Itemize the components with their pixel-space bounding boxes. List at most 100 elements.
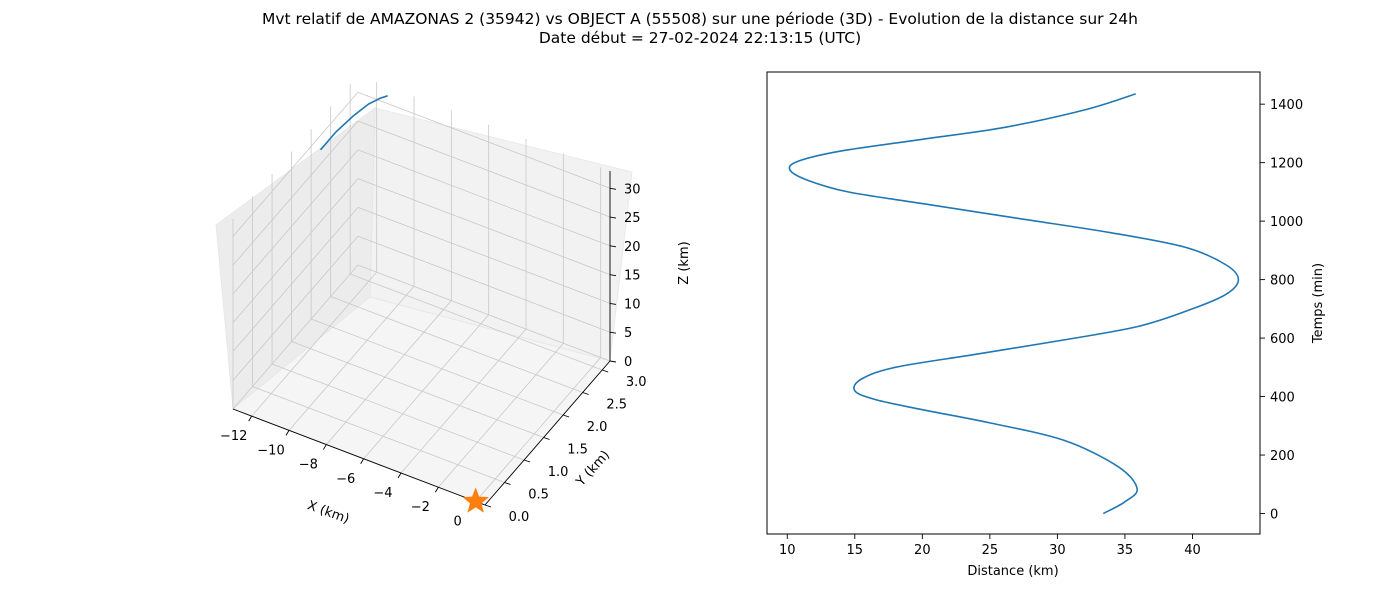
x-tick-3d — [285, 430, 290, 436]
grid-line-y — [350, 273, 603, 371]
y-tick-label-2d: 800 — [1270, 274, 1295, 289]
x-tick-3d — [360, 458, 365, 465]
grid-line-z — [232, 264, 359, 410]
grid-line-x — [438, 342, 564, 488]
data-3d — [319, 95, 489, 513]
z-tick-label-3d: 30 — [624, 182, 641, 197]
grid-line-z — [357, 207, 611, 304]
distance-line — [788, 93, 1240, 515]
z-tick-3d — [609, 274, 617, 277]
y-tick-label-2d: 200 — [1270, 449, 1295, 464]
z-axis-label-3d: Z (km) — [677, 241, 692, 284]
z-tick-3d — [609, 331, 617, 334]
y-tick-label-2d: 600 — [1270, 332, 1295, 347]
y-tick-label-3d: 1.0 — [548, 465, 569, 480]
grid-line-x — [251, 271, 377, 417]
star-marker — [462, 487, 489, 513]
grid-line-y — [252, 386, 505, 483]
y-tick-3d — [602, 369, 609, 373]
x-tick-label-2d: 15 — [847, 543, 864, 558]
y-tick-label-3d: 3.0 — [626, 375, 647, 390]
x-tick-label-2d: 40 — [1184, 543, 1201, 558]
x-tick-label-2d: 20 — [914, 543, 931, 558]
y-tick-label-3d: 0.0 — [509, 510, 530, 525]
z-tick-label-3d: 0 — [624, 355, 632, 370]
grid-line-z — [357, 91, 611, 189]
z-tick-label-3d: 20 — [624, 240, 641, 255]
grid-line-y — [271, 363, 525, 461]
grid-line-x — [475, 357, 601, 502]
chart-3d: −12 −10 −8 −6 −4 −2 0 0.0 0.5 1.0 1.5 2.0 2.5 3.0 0 5 10… — [215, 82, 692, 529]
y-tick-3d — [504, 482, 511, 485]
x-axis-label-3d: X (km) — [305, 498, 351, 527]
grid-line-z — [232, 92, 359, 237]
z-tick-label-3d: 5 — [624, 326, 632, 341]
x-tick-label-2d: 30 — [1049, 543, 1066, 558]
grid-line-z — [357, 264, 611, 362]
grid-line-z — [232, 120, 359, 266]
axes-3d — [232, 171, 611, 506]
grid-line-y — [330, 296, 583, 393]
x-axis-label-2d: Distance (km) — [967, 564, 1058, 579]
z-tick-label-3d: 10 — [624, 297, 641, 312]
plot-area-2d — [766, 71, 1261, 535]
x-tick-3d — [322, 444, 327, 450]
grid-line-z — [232, 235, 359, 381]
y-tick-label-3d: 1.5 — [567, 443, 588, 458]
x-tick-3d — [248, 415, 253, 422]
y-tick-label-2d: 1200 — [1270, 157, 1303, 172]
grid-line-y — [310, 318, 564, 416]
grid-line-x — [400, 328, 527, 474]
x-tick-label-3d: 0 — [454, 514, 462, 529]
figure-title-line2: Date début = 27-02-2024 22:13:15 (UTC) — [538, 29, 862, 47]
ticks-3d: −12 −10 −8 −6 −4 −2 0 0.0 0.5 1.0 1.5 2.0 2.5 3.0 0 5 10… — [220, 182, 647, 529]
grid-line-z — [232, 178, 359, 323]
z-tick-3d — [609, 216, 617, 219]
grid-line-z — [232, 149, 359, 295]
x-tick-label-3d: −4 — [373, 486, 392, 501]
x-tick-label-2d: 10 — [779, 543, 796, 558]
x-tick-3d — [434, 486, 439, 493]
grid-line-x — [288, 286, 415, 431]
y-tick-label-2d: 400 — [1270, 391, 1295, 406]
figure-title: Mvt relatif de AMAZONAS 2 (35942) vs OBJ… — [0, 10, 1400, 48]
y-tick-label-2d: 1400 — [1270, 98, 1303, 113]
grid-line-y — [291, 341, 544, 438]
grid-line-x — [363, 314, 489, 460]
y-tick-label-3d: 2.0 — [587, 420, 608, 435]
grid-line-z — [232, 207, 359, 352]
trajectory-line — [319, 95, 388, 151]
x-tick-label-3d: −8 — [299, 458, 318, 473]
y-tick-3d — [543, 437, 550, 440]
y-tick-3d — [484, 504, 492, 508]
z-tick-3d — [609, 302, 617, 305]
grid-line-x — [326, 300, 452, 445]
y-tick-3d — [523, 459, 531, 463]
x-axis-line-3d — [232, 408, 486, 506]
x-tick-label-2d: 25 — [982, 543, 999, 558]
x-tick-label-3d: −2 — [411, 500, 430, 515]
grid-line-z — [357, 235, 611, 333]
figure-title-line1: Mvt relatif de AMAZONAS 2 (35942) vs OBJ… — [262, 10, 1138, 28]
grid-line-z — [357, 120, 611, 218]
y-tick-3d — [562, 414, 570, 418]
data-2d — [788, 93, 1240, 515]
z-tick-label-3d: 25 — [624, 211, 641, 226]
y-axis-label-2d: Temps (min) — [1311, 263, 1326, 344]
x-tick-label-3d: −12 — [220, 429, 247, 444]
grid-line-z — [357, 149, 611, 247]
y-tick-label-2d: 0 — [1270, 508, 1278, 523]
y-tick-label-3d: 0.5 — [528, 488, 549, 503]
y-tick-3d — [582, 392, 589, 395]
x-tick-label-3d: −6 — [336, 472, 355, 487]
y-tick-label-2d: 1000 — [1270, 215, 1303, 230]
chart-2d: 10 15 20 25 30 35 400200400600800100012001400 … — [766, 71, 1326, 579]
z-tick-3d — [609, 360, 617, 363]
z-tick-3d — [609, 245, 617, 248]
grid-line-z — [357, 178, 611, 276]
z-tick-label-3d: 15 — [624, 269, 641, 284]
y-tick-label-3d: 2.5 — [606, 398, 627, 413]
y-axis-line-3d — [484, 360, 611, 506]
